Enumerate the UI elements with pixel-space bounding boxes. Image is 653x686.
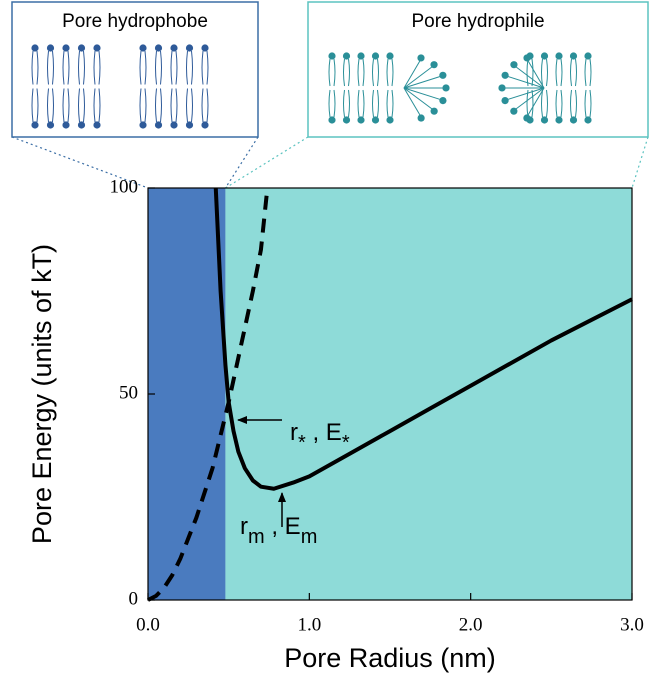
x-tick-label: 3.0 (620, 614, 644, 635)
lipid-head (510, 61, 517, 68)
annotation-part: r (290, 419, 298, 446)
connector (225, 137, 258, 188)
lipid-head (186, 121, 193, 128)
lipid-head (201, 44, 208, 51)
connector (632, 137, 648, 188)
lipid-head (541, 116, 548, 123)
x-axis-title: Pore Radius (nm) (284, 643, 496, 673)
lipid-head (357, 52, 364, 59)
lipid-head (31, 44, 38, 51)
lipid-head (170, 44, 177, 51)
lipid-head (155, 44, 162, 51)
lipid-head (343, 116, 350, 123)
x-tick-label: 2.0 (459, 614, 483, 635)
inset: Pore hydrophile (308, 2, 648, 137)
lipid-head (78, 44, 85, 51)
connector (225, 137, 308, 188)
lipid-head (570, 52, 577, 59)
annotation-part: * (342, 432, 350, 454)
lipid-head (386, 52, 393, 59)
lipid-head (372, 116, 379, 123)
lipid-head (78, 121, 85, 128)
lipid-head (541, 52, 548, 59)
lipid-head (62, 44, 69, 51)
lipid-head (93, 44, 100, 51)
lipid-head (430, 61, 437, 68)
lipid-head (139, 44, 146, 51)
lipid-head (372, 52, 379, 59)
lipid-head (523, 114, 530, 121)
lipid-head (328, 116, 335, 123)
inset-title: Pore hydrophile (411, 11, 544, 32)
lipid-head (501, 97, 508, 104)
lipid-head (584, 116, 591, 123)
lipid-head (31, 121, 38, 128)
annotation-part: r (240, 513, 248, 540)
lipid-head (439, 72, 446, 79)
y-tick-label: 0 (129, 588, 139, 609)
lipid-head (510, 108, 517, 115)
lipid-head (62, 121, 69, 128)
lipid-head (418, 114, 425, 121)
lipid-head (343, 52, 350, 59)
lipid-head (555, 116, 562, 123)
annotation-part: m (301, 526, 318, 548)
lipid-head (47, 44, 54, 51)
x-tick-label: 1.0 (297, 614, 321, 635)
lipid-head (170, 121, 177, 128)
lipid-head (155, 121, 162, 128)
lipid-head (584, 52, 591, 59)
lipid-head (139, 121, 146, 128)
annotation-part: , E (265, 513, 301, 540)
lipid-head (502, 72, 509, 79)
lipid-head (498, 84, 505, 91)
lipid-head (570, 116, 577, 123)
y-tick-label: 100 (110, 176, 139, 197)
lipid-head (417, 54, 424, 61)
lipid-head (442, 84, 449, 91)
lipid-head (93, 121, 100, 128)
lipid-head (328, 52, 335, 59)
insets: Pore hydrophobe Pore hydrophile (12, 2, 648, 188)
y-axis-title: Pore Energy (units of kT) (27, 244, 57, 544)
y-tick-label: 50 (119, 382, 138, 403)
lipid-head (431, 108, 438, 115)
lipid-head (555, 52, 562, 59)
annotation-part: m (248, 526, 265, 548)
lipid-head (386, 116, 393, 123)
lipid-head (201, 121, 208, 128)
inset: Pore hydrophobe (12, 2, 258, 137)
lipid-head (439, 97, 446, 104)
x-tick-label: 0.0 (136, 614, 160, 635)
lipid-head (186, 44, 193, 51)
lipid-head (47, 121, 54, 128)
annotation-part: * (298, 432, 306, 454)
inset-title: Pore hydrophobe (62, 11, 208, 32)
lipid-head (357, 116, 364, 123)
annotation-part: , E (306, 419, 342, 446)
lipid-head (523, 54, 530, 61)
